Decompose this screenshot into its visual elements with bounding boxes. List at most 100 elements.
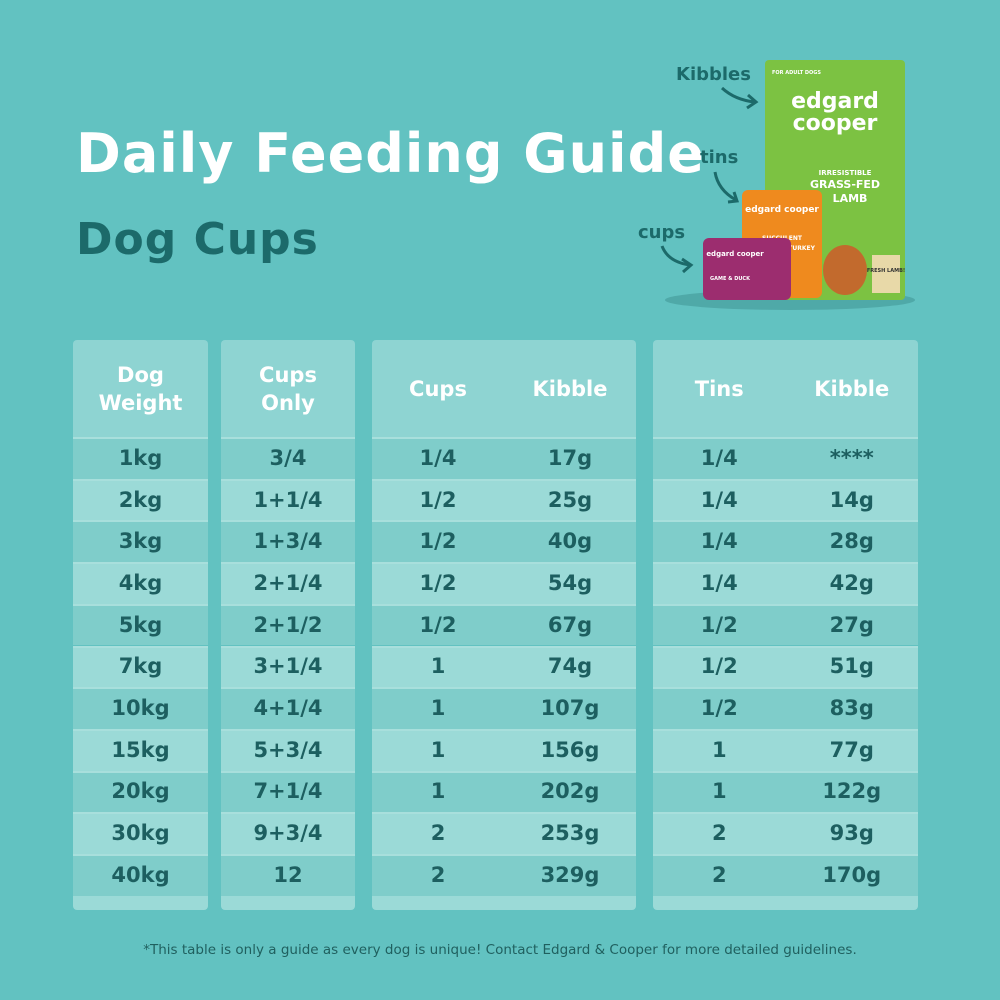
table-cell: 1/2 — [700, 612, 738, 637]
table-cell: 1 — [430, 779, 446, 804]
row-band — [221, 562, 355, 604]
table-cell: 107g — [540, 696, 600, 721]
bag-text: IRRESISTIBLE — [819, 169, 872, 177]
table-cell: 1/2 — [419, 487, 457, 512]
row-band — [653, 603, 918, 646]
table-cell: 27g — [829, 612, 874, 637]
table-cell: 77g — [829, 737, 874, 762]
row-band — [653, 728, 918, 771]
row-band — [653, 687, 918, 729]
row-band — [372, 603, 636, 646]
table-cell: 1 — [430, 654, 446, 679]
table-cell: 2kg — [118, 487, 163, 512]
column-header: Kibble — [532, 376, 608, 401]
table-cell: 1/2 — [419, 570, 457, 595]
table-cell: 40kg — [111, 862, 170, 887]
table-cell: 7kg — [118, 654, 163, 679]
cup-brand: edgard cooper — [706, 250, 764, 258]
column-header: Cups Only — [259, 362, 317, 415]
panel-footer — [372, 895, 636, 910]
column-header: Dog Weight — [98, 362, 183, 415]
row-band — [73, 562, 208, 604]
bag-text: LAMB — [833, 192, 868, 205]
table-cell: 74g — [547, 654, 593, 679]
table-cell: 2 — [711, 821, 727, 846]
row-band — [73, 770, 208, 813]
column-header: Tins — [694, 376, 744, 401]
panel-footer — [653, 895, 918, 910]
tin-brand: edgard cooper — [745, 205, 819, 215]
table-cell: 83g — [829, 696, 874, 721]
table-cell: 3kg — [118, 529, 163, 554]
table-cell: 40g — [547, 529, 593, 554]
bag-tag: FOR ADULT DOGS — [772, 70, 821, 76]
table-cell: 4+1/4 — [253, 696, 323, 721]
table-cell: 202g — [540, 779, 600, 804]
table-cell: 25g — [547, 487, 593, 512]
table-cell: 1/4 — [700, 445, 738, 470]
bag-text: GRASS-FED — [810, 178, 880, 191]
table-cell: 253g — [540, 821, 600, 846]
row-band — [221, 854, 355, 896]
subtitle: Dog Cups — [76, 214, 319, 265]
row-band — [372, 645, 636, 688]
table-cell: 67g — [547, 612, 593, 637]
table-cell: 1+1/4 — [253, 487, 323, 512]
table-cell: 28g — [829, 529, 874, 554]
row-band — [653, 520, 918, 563]
table-cell: 1 — [430, 696, 446, 721]
row-band — [221, 645, 355, 688]
row-band — [73, 645, 208, 688]
row-band — [372, 562, 636, 604]
panel-footer — [221, 895, 355, 910]
cup — [703, 238, 791, 300]
row-band — [372, 520, 636, 563]
table-cell: 1/4 — [700, 487, 738, 512]
table-cell: 1 — [711, 779, 727, 804]
row-band — [221, 520, 355, 563]
table-cell: 1/4 — [419, 445, 457, 470]
row-band — [653, 854, 918, 896]
table-cell: 51g — [829, 654, 874, 679]
label: cups — [638, 222, 685, 243]
row-band — [372, 812, 636, 854]
column-header: Kibble — [814, 376, 890, 401]
row-band — [221, 728, 355, 771]
column-header: Cups — [409, 376, 467, 401]
table-cell: 170g — [822, 862, 882, 887]
row-band — [653, 562, 918, 604]
row-band — [372, 854, 636, 896]
table-cell: 156g — [540, 737, 600, 762]
panel-header — [73, 340, 208, 437]
table-cell: 1/2 — [419, 529, 457, 554]
row-band — [73, 478, 208, 521]
table-cell: 20kg — [111, 779, 170, 804]
table-cell: 7+1/4 — [253, 779, 323, 804]
panel-header — [653, 340, 918, 437]
title: Daily Feeding Guide — [76, 122, 705, 185]
panel-header — [221, 340, 355, 437]
table-cell: 3+1/4 — [253, 654, 323, 679]
table-cell: 1 — [430, 737, 446, 762]
table-cell: 30kg — [111, 821, 170, 846]
row-band — [73, 603, 208, 646]
row-band — [221, 812, 355, 854]
table-cell: 122g — [822, 779, 882, 804]
row-band — [221, 687, 355, 729]
cup-text: GAME & DUCK — [710, 276, 751, 282]
panel-header — [372, 340, 636, 437]
row-band — [221, 437, 355, 479]
table-cell: 5kg — [118, 612, 163, 637]
table-cell: 93g — [829, 821, 874, 846]
table-cell: 15kg — [111, 737, 170, 762]
row-band — [73, 812, 208, 854]
row-band — [221, 603, 355, 646]
table-cell: 14g — [829, 487, 874, 512]
table-cell: 1/2 — [419, 612, 457, 637]
label: tins — [700, 147, 738, 168]
products-illustration: Kibbles tins cups FOR ADULT DOGS edgard … — [638, 60, 915, 310]
row-band — [653, 478, 918, 521]
row-band — [653, 645, 918, 688]
row-band — [372, 728, 636, 771]
